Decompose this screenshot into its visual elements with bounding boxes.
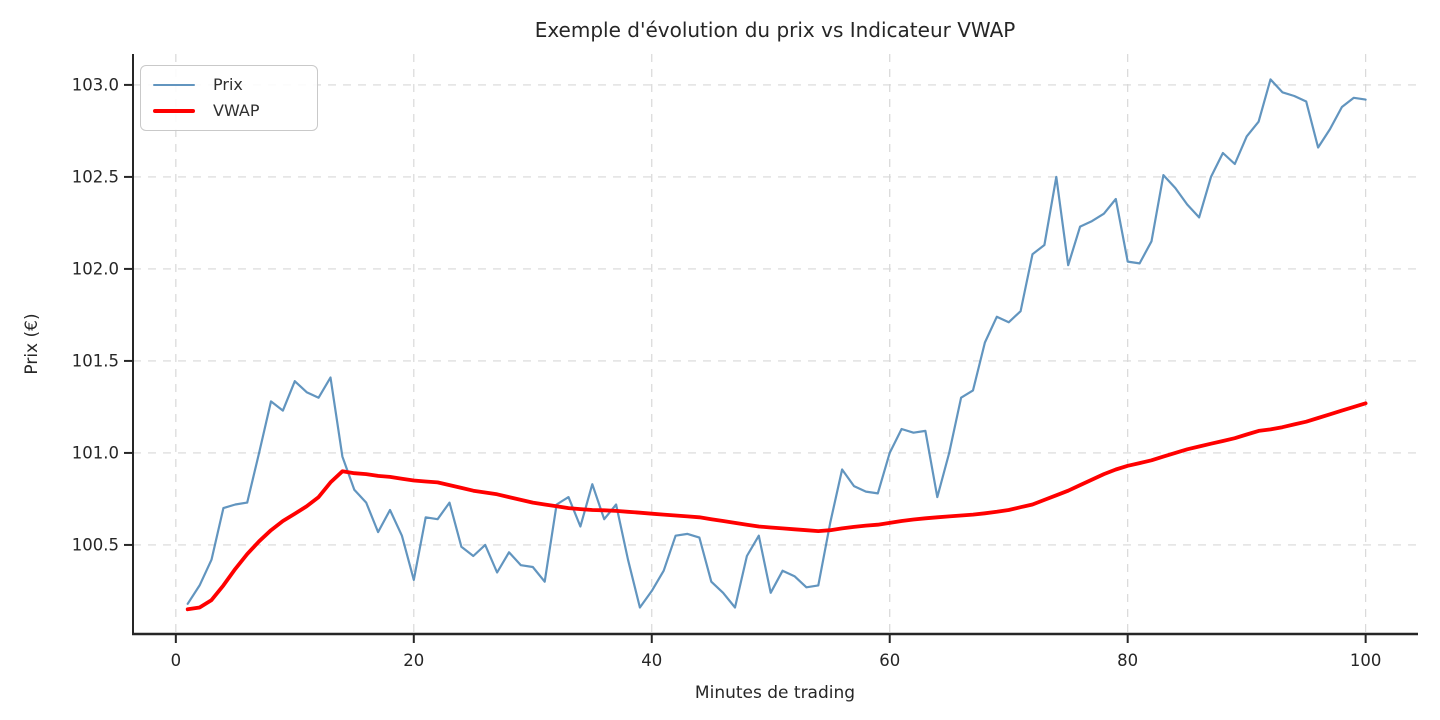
- series-layer: [185, 78, 1368, 612]
- y-axis-label: Prix (€): [22, 313, 42, 374]
- legend-item-prix: Prix: [153, 77, 305, 93]
- x-tick-label: 40: [641, 651, 662, 670]
- legend-label-vwap: VWAP: [213, 101, 260, 120]
- x-tick-label: 80: [1117, 651, 1138, 670]
- legend-label-prix: Prix: [213, 75, 243, 94]
- grid-layer: [133, 54, 1418, 634]
- series-line-vwap: [185, 401, 1368, 612]
- legend-item-vwap: VWAP: [153, 103, 305, 119]
- y-tick-label: 101.5: [72, 351, 119, 370]
- vwap-line-swatch-icon: [153, 108, 195, 114]
- x-axis-label: Minutes de trading: [695, 683, 855, 703]
- y-tick-label: 101.0: [72, 443, 119, 462]
- x-tick-label: 0: [171, 651, 182, 670]
- series-line-prix: [186, 78, 1367, 609]
- chart-legend: Prix VWAP: [140, 65, 318, 131]
- axes-layer: [124, 54, 1418, 643]
- x-tick-label: 60: [879, 651, 900, 670]
- tick-label-layer: 0 20 40 60 80 100 100.5 101.0 101.5 102.0 102.5 103…: [72, 75, 1382, 670]
- y-tick-label: 102.0: [72, 259, 119, 278]
- chart-title: Exemple d'évolution du prix vs Indicateu…: [535, 18, 1016, 42]
- y-tick-label: 100.5: [72, 535, 119, 554]
- y-tick-label: 102.5: [72, 167, 119, 186]
- x-tick-label: 20: [403, 651, 424, 670]
- prix-line-swatch-icon: [153, 83, 195, 87]
- x-tick-label: 100: [1350, 651, 1382, 670]
- y-tick-label: 103.0: [72, 75, 119, 94]
